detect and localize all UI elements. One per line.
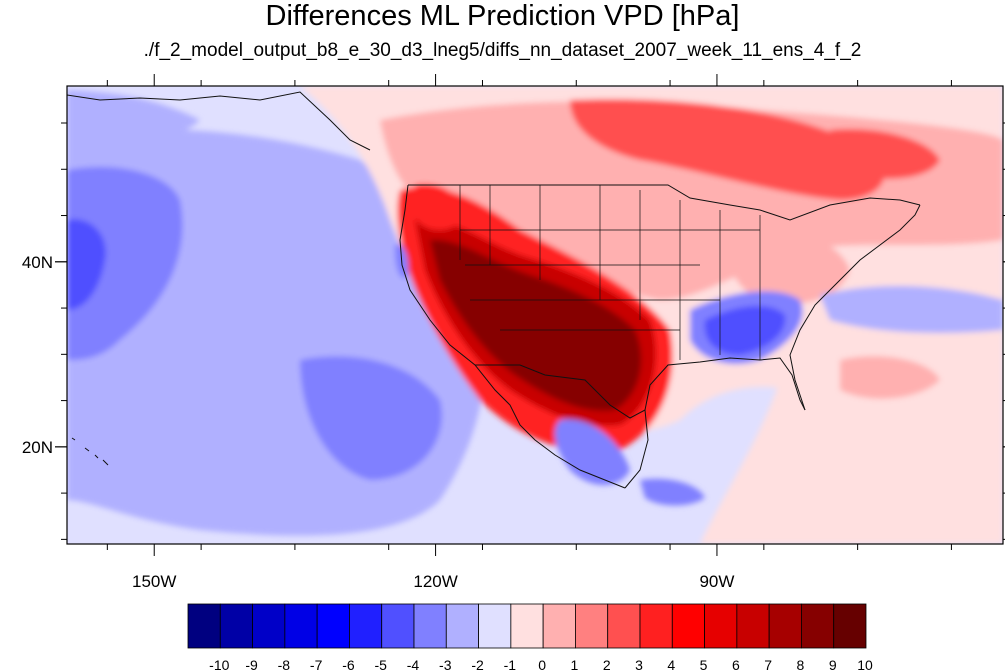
mid-atlantic-blue-region (820, 285, 1003, 333)
west-pacific-blue-region (67, 166, 183, 360)
colorbar-box (736, 603, 770, 649)
colorbar-labels: -10 -9 -8 -7 -6 -5 -4 -3 -2 -1 0 1 2 3 4 5 6 7 8 9 10 (209, 657, 873, 672)
canada-red-region (570, 99, 885, 200)
colorbar-box (478, 603, 512, 649)
colorbar-label: 1 (571, 657, 579, 672)
colorbar-label: -5 (374, 657, 387, 672)
hawaii-islands (71, 437, 109, 466)
atlantic-coastline (789, 204, 921, 411)
colorbar-label: -10 (209, 657, 229, 672)
plot-frame (66, 85, 1004, 545)
colorbar-box (671, 603, 705, 649)
colorbar-label: 4 (667, 657, 675, 672)
pacific-coastline (399, 184, 626, 489)
mexico-blue-region (554, 419, 630, 485)
colorbar-box (316, 603, 350, 649)
colorbar-box (639, 603, 673, 649)
colorbar-label: 6 (732, 657, 740, 672)
colorbar-box (704, 603, 738, 649)
axis-ticks (55, 74, 1005, 556)
oregon-strong-red-region (415, 184, 465, 231)
colorbar-label: 2 (603, 657, 611, 672)
colorbar-label: -2 (471, 657, 484, 672)
colorbar-label: -9 (245, 657, 258, 672)
subtropical-atlantic-pale-red-region (700, 365, 1003, 544)
hudson-red-region (830, 129, 940, 179)
lat-tick-label: 40N (22, 253, 53, 272)
colorbar-box (445, 603, 479, 649)
west-pacific-strong-blue-region (67, 219, 106, 310)
colorbar-box (252, 603, 286, 649)
southeast-us-strong-blue-region (704, 305, 786, 355)
colorbar-label: 3 (635, 657, 643, 672)
us-canada-border (408, 184, 921, 221)
axis-tick-labels: 40N 20N 150W 120W 90W (22, 253, 735, 591)
colorbar-label: -8 (278, 657, 291, 672)
lon-tick-label: 120W (413, 572, 457, 591)
colorbar-label: -1 (504, 657, 517, 672)
colorbar-box (510, 603, 544, 649)
colorbar-box (349, 603, 383, 649)
state-borders (459, 185, 761, 360)
colorbar-box (219, 603, 253, 649)
lat-tick-label: 20N (22, 438, 53, 457)
us-mexico-border (475, 364, 646, 419)
colorbar-box (284, 603, 318, 649)
colorbar-label: -3 (439, 657, 452, 672)
alaska-coastline (67, 91, 371, 151)
colorbar-label: 0 (538, 657, 546, 672)
colorbar-label: -4 (407, 657, 420, 672)
map-subtitle: ./f_2_model_output_b8_e_30_d3_lneg5/diff… (143, 40, 862, 61)
colorbar-box (413, 603, 447, 649)
north-pacific-light-blue-region (67, 90, 200, 150)
colorbar-label: 10 (857, 657, 873, 672)
lon-tick-label: 150W (132, 572, 176, 591)
colorbar-label: -7 (310, 657, 323, 672)
colorbar-box (801, 603, 835, 649)
map-title: Differences ML Prediction VPD [hPa] (265, 0, 740, 32)
coastline-and-borders (67, 91, 921, 489)
colorbar-label: 7 (764, 657, 772, 672)
colorbar-box (542, 603, 576, 649)
atlantic-light-red-region (840, 356, 940, 399)
caribbean-blue-region (640, 478, 705, 506)
colorbar-box (575, 603, 609, 649)
colorbar-box (607, 603, 641, 649)
texas-darkest-red-region (470, 289, 636, 400)
colorbar-boxes (187, 603, 867, 649)
colorbar-label: 5 (700, 657, 708, 672)
colorbar-box (833, 603, 867, 649)
colorbar-label: -6 (342, 657, 355, 672)
lon-tick-label: 90W (699, 572, 734, 591)
colorbar-box (381, 603, 415, 649)
colorbar-box (187, 603, 221, 649)
colorbar-box (768, 603, 802, 649)
central-pacific-blue-region (300, 356, 442, 480)
field-layer (67, 86, 1003, 544)
colorbar-label: 9 (829, 657, 837, 672)
gulf-coastline (624, 357, 806, 489)
colorbar-label: 8 (797, 657, 805, 672)
